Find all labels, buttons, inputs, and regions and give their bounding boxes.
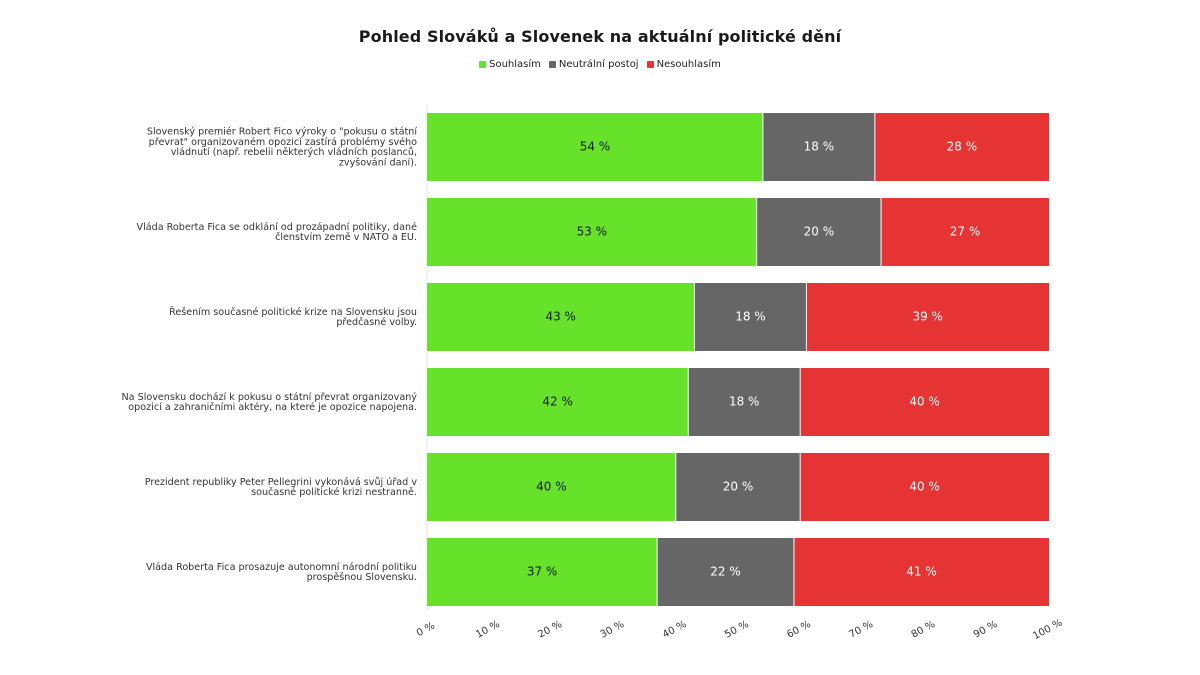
category-label-line: Vláda Roberta Fica se odklání od prozápa… (137, 221, 418, 233)
category-label: Řešením současné politické krize na Slov… (169, 305, 417, 328)
legend-label-agree: Souhlasím (489, 59, 541, 70)
bar-segment-agree[interactable] (427, 198, 757, 266)
category-label-line: současné politické krizi nestranně. (251, 486, 417, 498)
category-label-line: Řešením současné politické krize na Slov… (169, 305, 417, 318)
x-tick-label: 10 % (474, 619, 502, 641)
data-label-agree: 54 % (580, 140, 611, 154)
bar-segment-disagree[interactable] (881, 198, 1049, 266)
legend-swatch-neutral (548, 61, 556, 68)
category-label-line: členstvím země v NATO a EU. (275, 231, 417, 243)
category-label-line: Vláda Roberta Fica prosazuje autonomní n… (146, 561, 417, 573)
category-label-line: předčasné volby. (336, 316, 417, 328)
data-label-neutral: 22 % (710, 565, 741, 579)
legend-label-neutral: Neutrální postoj (558, 59, 639, 70)
bar-segment-agree[interactable] (427, 283, 695, 351)
x-tick-label: 60 % (785, 619, 813, 641)
x-tick-label: 0 % (415, 620, 437, 639)
category-label-line: prospěšnou Slovensku. (307, 571, 417, 583)
category-label-line: Na Slovensku dochází k pokusu o státní p… (122, 391, 418, 403)
bar-segment-neutral[interactable] (657, 538, 794, 606)
data-label-neutral: 18 % (804, 140, 835, 154)
data-label-disagree: 28 % (947, 140, 978, 154)
x-tick-label: 50 % (723, 619, 751, 641)
data-label-disagree: 41 % (906, 565, 937, 579)
category-label-line: vládnutí (např. rebelii některých vládní… (171, 146, 417, 158)
chart-legend: Souhlasím Neutrální postoj Nesouhlasím (0, 59, 1200, 70)
legend-label-disagree: Nesouhlasím (656, 59, 721, 70)
data-label-agree: 43 % (545, 310, 576, 324)
data-label-agree: 53 % (577, 225, 608, 239)
data-label-disagree: 27 % (950, 225, 981, 239)
bar-segment-agree[interactable] (427, 368, 689, 436)
legend-swatch-disagree (646, 61, 654, 68)
legend-item-agree[interactable]: Souhlasím (479, 59, 541, 70)
data-label-neutral: 20 % (723, 480, 754, 494)
category-label-line: převrat" organizovaném opozicí zastírá p… (149, 136, 417, 148)
bar-segment-disagree[interactable] (800, 453, 1049, 521)
category-label: Prezident republiky Peter Pellegrini vyk… (145, 476, 418, 498)
bar-segment-neutral[interactable] (675, 453, 801, 521)
data-label-disagree: 40 % (909, 480, 940, 494)
bar-segment-agree[interactable] (427, 113, 763, 181)
data-label-disagree: 40 % (909, 395, 940, 409)
category-label-line: opozicí a zahraničními aktéry, na které … (128, 401, 417, 413)
category-label-line: zvyšování daní). (339, 156, 417, 168)
data-label-agree: 42 % (542, 395, 573, 409)
bar-segment-disagree[interactable] (800, 368, 1049, 436)
bar-segment-disagree[interactable] (874, 113, 1049, 181)
x-tick-label: 40 % (661, 619, 689, 641)
chart-title: Pohled Slováků a Slovenek na aktuální po… (358, 27, 842, 46)
x-tick-label: 90 % (972, 619, 1000, 641)
bar-segment-disagree[interactable] (806, 283, 1049, 351)
bar-segment-neutral[interactable] (688, 368, 801, 436)
bar-segment-agree[interactable] (427, 453, 676, 521)
data-label-neutral: 18 % (729, 395, 760, 409)
bar-segment-neutral[interactable] (694, 283, 807, 351)
category-label: Slovenský premiér Robert Fico výroky o "… (147, 126, 417, 169)
bar-segment-neutral[interactable] (762, 113, 875, 181)
data-label-neutral: 18 % (735, 310, 766, 324)
legend-item-disagree[interactable]: Nesouhlasím (646, 59, 721, 70)
legend-item-neutral[interactable]: Neutrální postoj (548, 59, 639, 70)
data-label-agree: 37 % (527, 565, 558, 579)
category-label-line: Slovenský premiér Robert Fico výroky o "… (147, 126, 417, 138)
x-tick-label: 100 % (1031, 617, 1064, 642)
x-tick-label: 20 % (536, 619, 564, 641)
x-tick-label: 80 % (910, 619, 938, 641)
category-label: Na Slovensku dochází k pokusu o státní p… (122, 391, 418, 413)
data-label-agree: 40 % (536, 480, 567, 494)
category-label: Vláda Roberta Fica prosazuje autonomní n… (146, 561, 417, 583)
category-label: Vláda Roberta Fica se odklání od prozápa… (137, 221, 418, 243)
category-label-line: Prezident republiky Peter Pellegrini vyk… (145, 476, 418, 488)
data-label-disagree: 39 % (912, 310, 943, 324)
bar-segment-agree[interactable] (427, 538, 658, 606)
legend-swatch-agree (479, 61, 487, 68)
data-label-neutral: 20 % (804, 225, 835, 239)
x-tick-label: 70 % (847, 619, 875, 641)
bar-segment-disagree[interactable] (793, 538, 1049, 606)
bar-segment-neutral[interactable] (756, 198, 882, 266)
x-tick-label: 30 % (599, 619, 627, 641)
